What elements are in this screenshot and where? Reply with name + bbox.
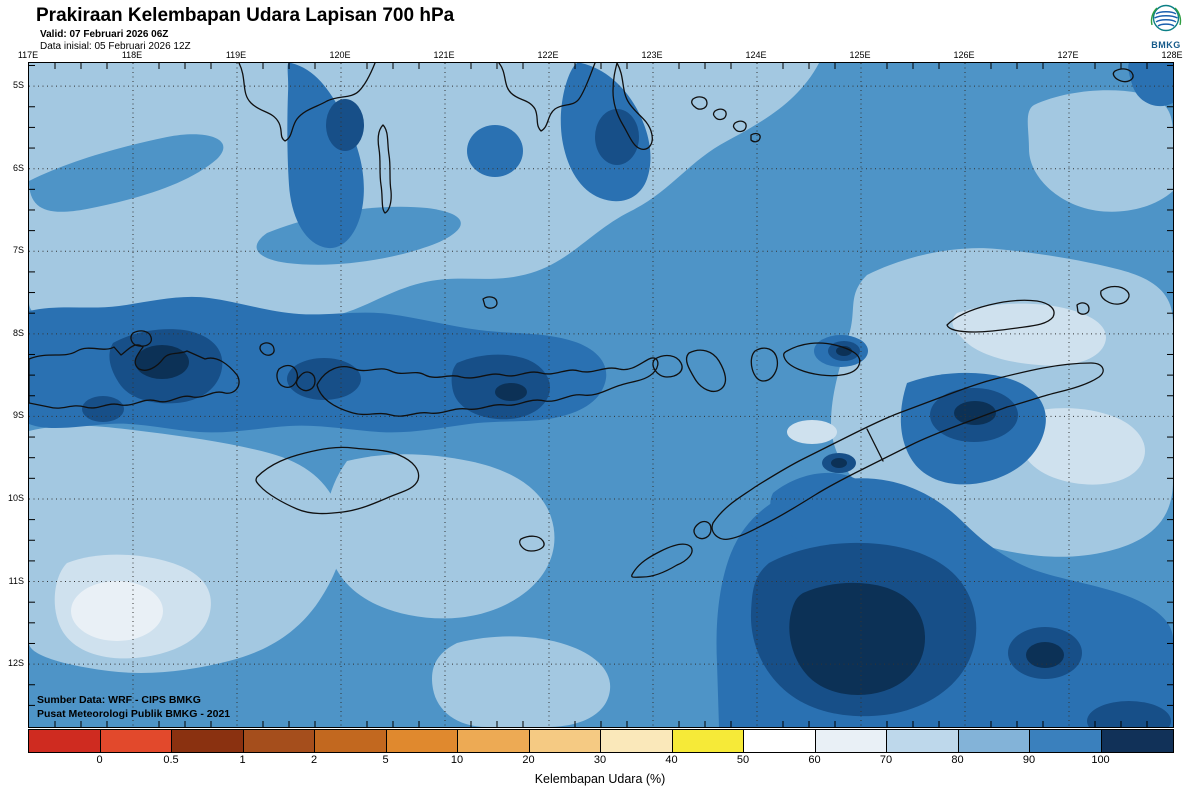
legend-value-label: 80 <box>951 754 964 766</box>
island-lembata-outline <box>685 349 727 393</box>
island-sawu-outline <box>519 535 545 552</box>
legend-scale-labels: 0 0.5 1 2 5 10 20 30 40 50 60 70 80 90 100 <box>0 754 1200 767</box>
island-sumba-outline <box>255 446 420 515</box>
latitude-axis: 5S 6S 7S 8S 9S 10S 11S 12S <box>0 0 25 800</box>
island-pantar-outline <box>750 347 779 382</box>
lat-tick-label: 8S <box>12 327 24 338</box>
data-source-note: Sumber Data: WRF - CIPS BMKG Pusat Meteo… <box>37 693 230 721</box>
island-kisar-outline <box>1076 302 1090 315</box>
legend-color-box <box>887 730 959 752</box>
legend-color-box <box>672 730 744 752</box>
legend-value-label: 0 <box>96 754 103 766</box>
legend-value-label: 1 <box>239 754 246 766</box>
lat-tick-label: 9S <box>12 410 24 421</box>
legend-value-label: 5 <box>382 754 389 766</box>
map-canvas: Sumber Data: WRF - CIPS BMKG Pusat Meteo… <box>28 62 1174 728</box>
island-wetar-outline <box>946 299 1055 333</box>
longitude-axis: 117E 118E 119E 120E 121E 122E 123E 124E 125E 126E… <box>0 50 1200 61</box>
legend-color-box <box>744 730 816 752</box>
legend-caption: Kelembapan Udara (%) <box>534 772 666 786</box>
island-semau-outline <box>693 520 712 540</box>
legend-color-box <box>529 730 601 752</box>
legend-value-label: 2 <box>310 754 318 766</box>
island-timor-outline <box>711 362 1104 540</box>
bmkg-logo: BMKG <box>1142 3 1190 50</box>
lon-tick-label: 122E <box>537 50 559 60</box>
legend-color-box <box>1030 730 1102 752</box>
lon-tick-label: 121E <box>433 50 455 60</box>
source-line-2: Pusat Meteorologi Publik BMKG - 2021 <box>37 707 231 720</box>
legend-color-box <box>315 730 387 752</box>
legend-color-box <box>458 730 530 752</box>
island-flores-outline <box>316 357 659 417</box>
legend-value-label: 90 <box>1022 754 1036 766</box>
lon-tick-label: 126E <box>953 50 975 60</box>
graticule <box>29 63 1173 727</box>
legend-value-label: 10 <box>450 754 464 766</box>
legend-value-label: 20 <box>522 754 535 766</box>
lat-tick-label: 5S <box>12 80 24 91</box>
init-time-label: Data inisial: 05 Februari 2026 12Z <box>40 41 191 52</box>
island-sangeang-outline <box>259 342 275 356</box>
lon-tick-label: 124E <box>745 50 767 60</box>
lon-tick-label: 120E <box>329 50 351 60</box>
island-sumbawa-outline <box>29 344 240 409</box>
island-north-flores-outline <box>482 296 498 309</box>
island-damar-outline <box>1100 285 1130 305</box>
humidity-contours <box>29 63 1173 727</box>
legend-value-label: 60 <box>808 754 821 766</box>
island-selayar-outline <box>377 124 392 214</box>
lat-tick-label: 7S <box>12 245 24 256</box>
lon-tick-label: 123E <box>641 50 663 60</box>
island-adonara-outline <box>652 354 683 378</box>
island-moyo-outline <box>130 330 153 347</box>
lat-tick-label: 6S <box>12 162 24 173</box>
bmkg-logo-label: BMKG <box>1151 40 1181 50</box>
humidity-map-svg <box>29 63 1173 727</box>
lon-tick-label: 118E <box>121 50 143 60</box>
lat-tick-label: 12S <box>7 658 24 669</box>
island-buton-outline <box>612 63 653 150</box>
lat-tick-label: 10S <box>7 492 24 503</box>
legend-color-box <box>386 730 458 752</box>
legend-value-label: 40 <box>665 754 678 766</box>
island-rinca-outline <box>295 371 316 392</box>
bmkg-logo-icon <box>1150 4 1182 32</box>
legend-value-label: 50 <box>736 754 750 766</box>
legend-value-label: 30 <box>593 754 607 766</box>
legend-color-box <box>1101 730 1173 752</box>
legend-value-label: 0.5 <box>163 754 179 766</box>
legend-value-label: 70 <box>879 754 893 766</box>
sulawesi-southeast-coast <box>498 63 596 132</box>
valid-time-label: Valid: 07 Februari 2026 06Z <box>40 29 169 40</box>
legend-colorbar <box>28 729 1174 753</box>
timor-border-line <box>866 428 884 462</box>
page-title: Prakiraan Kelembapan Udara Lapisan 700 h… <box>36 5 455 26</box>
lon-tick-label: 117E <box>17 50 39 60</box>
lon-tick-label: 119E <box>225 50 247 60</box>
island-alor-outline <box>783 342 861 377</box>
lon-tick-label: 127E <box>1057 50 1079 60</box>
coastlines <box>29 63 1134 578</box>
legend-color-box <box>172 730 244 752</box>
wakatobi-islands-outline <box>691 96 761 143</box>
island-topright-outline <box>1112 68 1134 83</box>
legend-color-box <box>815 730 887 752</box>
legend-color-box <box>243 730 315 752</box>
island-komodo-outline <box>276 364 299 388</box>
legend-color-box <box>958 730 1030 752</box>
legend-color-box <box>100 730 172 752</box>
lon-tick-label: 125E <box>849 50 871 60</box>
legend-color-box <box>601 730 673 752</box>
island-rote-outline <box>631 543 693 578</box>
lat-tick-label: 11S <box>8 575 24 586</box>
sulawesi-south-coast <box>238 63 376 142</box>
source-line-1: Sumber Data: WRF - CIPS BMKG <box>37 693 201 706</box>
legend-color-box <box>29 730 101 752</box>
legend-value-label: 100 <box>1091 754 1110 766</box>
lon-tick-label: 128E <box>1161 50 1183 60</box>
